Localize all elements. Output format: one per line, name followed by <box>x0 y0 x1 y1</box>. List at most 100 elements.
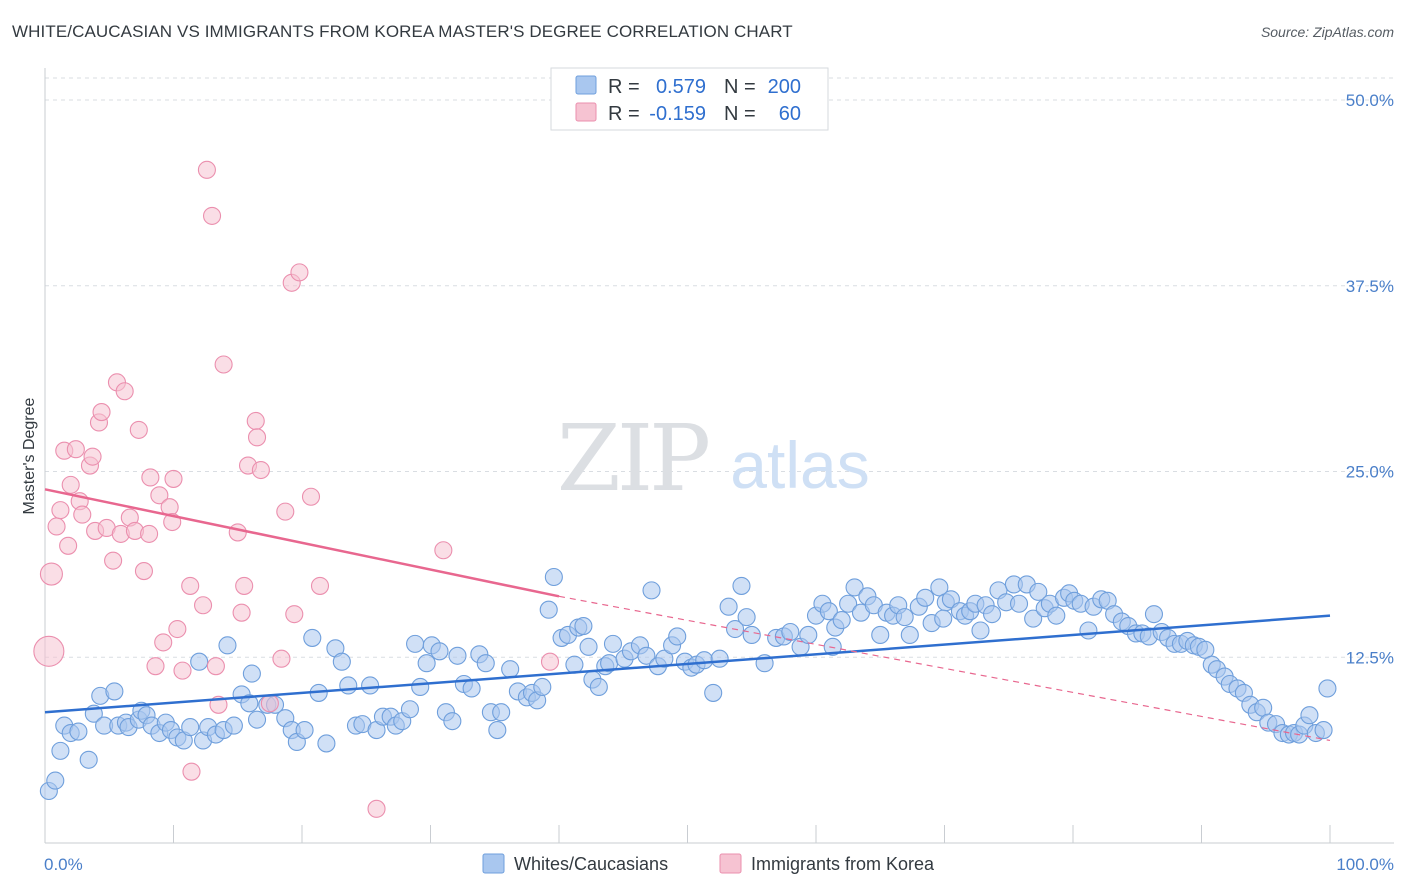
point-korea-immigrant <box>141 468 160 487</box>
point-korea-immigrant <box>173 661 192 680</box>
point-white-caucasian <box>105 682 124 701</box>
point-white-caucasian <box>448 646 467 665</box>
point-korea-immigrant <box>246 411 265 431</box>
bottom-legend-swatch-pink <box>719 853 742 874</box>
point-white-caucasian <box>668 627 687 646</box>
legend-swatch-blue <box>575 75 597 95</box>
point-white-caucasian <box>242 664 261 683</box>
x-tick-label-min: 0.0% <box>44 855 83 874</box>
series-legend: Whites/Caucasians Immigrants from Korea <box>482 853 935 874</box>
legend-swatch-pink <box>575 102 597 122</box>
watermark: ZIP atlas <box>557 405 870 512</box>
point-white-caucasian <box>1047 606 1066 625</box>
point-korea-immigrant <box>194 596 213 615</box>
point-white-caucasian <box>1079 621 1098 640</box>
point-white-caucasian <box>823 637 842 656</box>
point-korea-immigrant <box>47 517 66 536</box>
point-white-caucasian <box>400 700 419 719</box>
point-white-caucasian <box>742 625 761 645</box>
point-korea-immigrant <box>203 206 222 225</box>
point-white-caucasian <box>574 616 593 636</box>
point-korea-immigrant <box>272 649 291 668</box>
point-korea-immigrant <box>251 460 270 480</box>
point-white-caucasian <box>332 652 351 671</box>
legend-n-value-blue: 200 <box>768 76 801 98</box>
watermark-atlas: atlas <box>730 428 869 502</box>
point-korea-immigrant <box>228 523 247 542</box>
point-white-caucasian <box>565 655 584 674</box>
point-korea-immigrant <box>168 619 187 639</box>
y-tick-label: 25.0% <box>1346 463 1394 482</box>
point-white-caucasian <box>655 649 674 668</box>
y-tick-label: 50.0% <box>1346 91 1394 110</box>
y-tick-labels: 12.5% 25.0% 37.5% 50.0% <box>1346 91 1394 667</box>
legend-n-label-pink: N = <box>724 103 756 125</box>
point-korea-immigrant <box>92 403 111 422</box>
point-white-caucasian <box>637 646 656 665</box>
point-white-caucasian <box>224 716 243 735</box>
point-white-caucasian <box>1009 594 1029 613</box>
point-korea-immigrant <box>83 447 102 466</box>
point-white-caucasian <box>492 703 511 722</box>
point-white-caucasian <box>539 600 558 619</box>
legend-n-label-blue: N = <box>724 76 756 98</box>
point-korea-immigrant <box>73 505 92 524</box>
point-white-caucasian <box>544 567 563 587</box>
source-label: Source: ZipAtlas.com <box>1260 24 1394 40</box>
point-korea-immigrant <box>214 355 233 374</box>
chart-title: WHITE/CAUCASIAN VS IMMIGRANTS FROM KOREA… <box>12 22 793 41</box>
point-korea-immigrant <box>247 428 267 447</box>
point-white-caucasian <box>1144 605 1164 624</box>
point-white-caucasian <box>732 576 751 595</box>
point-korea-immigrant <box>154 633 173 652</box>
point-white-caucasian <box>1318 679 1337 698</box>
point-korea-immigrant <box>276 502 295 521</box>
point-white-caucasian <box>430 642 449 661</box>
point-korea-immigrant <box>39 562 63 586</box>
point-korea-immigrant <box>232 603 251 622</box>
trend-line-korea-immigrant <box>44 488 560 598</box>
point-korea-immigrant <box>540 652 560 671</box>
point-white-caucasian <box>737 608 756 627</box>
point-white-caucasian <box>190 652 209 671</box>
point-white-caucasian <box>1029 582 1048 601</box>
point-korea-immigrant <box>182 762 201 781</box>
watermark-zip: ZIP <box>557 405 708 512</box>
point-korea-immigrant <box>51 501 70 520</box>
point-korea-immigrant <box>301 487 321 506</box>
point-korea-immigrant <box>140 524 159 543</box>
point-korea-immigrant <box>115 382 134 401</box>
point-white-caucasian <box>417 654 436 673</box>
point-korea-immigrant <box>104 551 123 570</box>
legend-r-label-pink: R = <box>608 103 640 125</box>
point-white-caucasian <box>704 683 723 702</box>
point-white-caucasian <box>900 625 919 645</box>
point-korea-immigrant <box>206 657 225 676</box>
point-white-caucasian <box>317 734 336 753</box>
correlation-legend: R = 0.579 N = 200 R = -0.159 N = 60 <box>550 67 829 131</box>
point-white-caucasian <box>839 594 858 613</box>
point-white-caucasian <box>832 611 851 630</box>
point-korea-immigrant <box>146 657 165 676</box>
point-white-caucasian <box>781 622 800 642</box>
point-korea-immigrant <box>164 469 183 488</box>
point-korea-immigrant <box>290 263 309 282</box>
point-white-caucasian <box>218 636 237 655</box>
point-white-caucasian <box>579 637 598 656</box>
x-tick-labels: 0.0% 100.0% <box>44 855 1394 874</box>
point-white-caucasian <box>589 677 608 697</box>
point-white-caucasian <box>462 679 481 698</box>
point-korea-immigrant <box>235 576 254 595</box>
point-white-caucasian <box>361 676 380 695</box>
point-korea-immigrant <box>134 562 153 581</box>
point-white-caucasian <box>247 710 267 729</box>
point-white-caucasian <box>240 694 259 713</box>
point-white-caucasian <box>406 634 425 653</box>
point-white-caucasian <box>1314 721 1333 740</box>
point-korea-immigrant <box>181 576 200 595</box>
point-korea-immigrant <box>33 635 65 667</box>
point-white-caucasian <box>51 741 70 760</box>
point-white-caucasian <box>603 634 623 653</box>
bottom-legend-label-pink: Immigrants from Korea <box>751 854 935 874</box>
